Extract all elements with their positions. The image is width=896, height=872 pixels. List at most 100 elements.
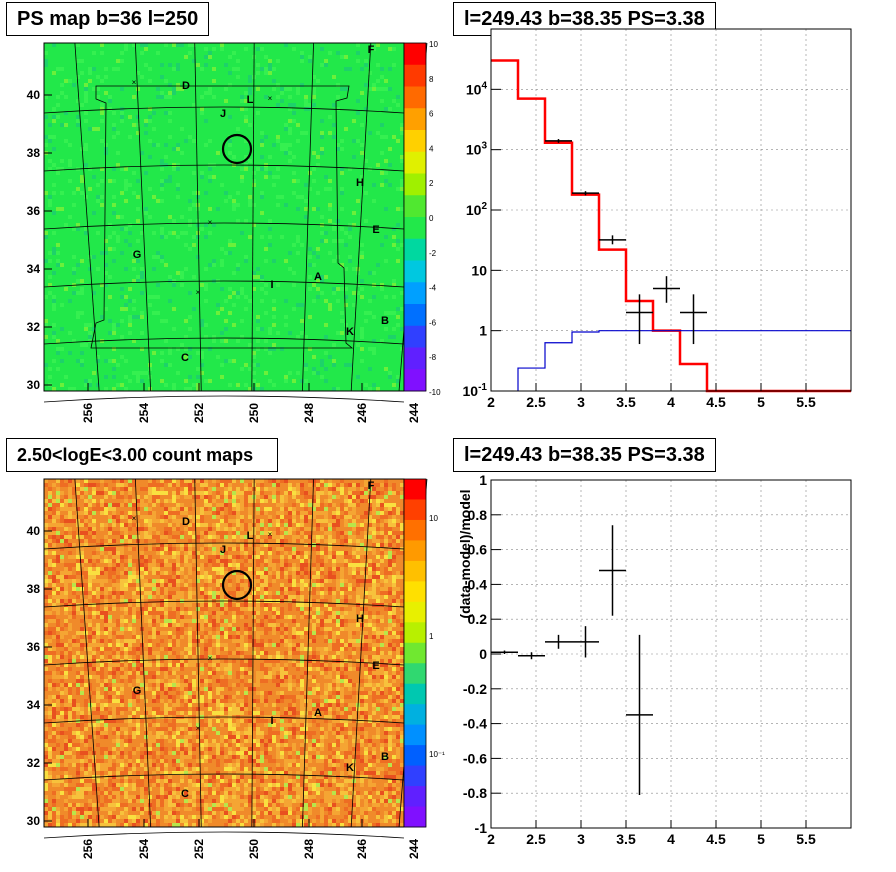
map-pixel [276,91,280,95]
map-pixel [300,87,304,91]
map-pixel [392,135,396,139]
map-pixel [52,143,56,147]
map-pixel [220,155,224,159]
map-pixel [44,127,48,131]
map-pixel [332,87,336,91]
map-pixel [328,139,332,143]
map-pixel [368,47,372,51]
map-pixel [180,51,184,55]
map-pixel [296,135,300,139]
map-pixel [96,163,100,167]
map-pixel [176,139,180,143]
map-pixel [348,155,352,159]
map-pixel [84,207,88,211]
map-pixel [244,123,248,127]
map-pixel [288,223,292,227]
map-pixel [348,51,352,55]
map-pixel [400,55,404,59]
map-pixel [268,135,272,139]
map-pixel [172,47,176,51]
map-pixel [172,255,176,259]
map-pixel [48,167,52,171]
map-pixel [236,55,240,59]
map-pixel [172,95,176,99]
map-pixel [84,151,88,155]
map-pixel [344,79,348,83]
map-pixel [144,187,148,191]
map-pixel [176,143,180,147]
map-pixel [336,147,340,151]
map-pixel [284,111,288,115]
map-pixel [168,99,172,103]
map-pixel [112,183,116,187]
map-pixel [336,43,340,47]
map-pixel [124,103,128,107]
map-pixel [148,83,152,87]
map-pixel [104,235,108,239]
map-pixel [144,47,148,51]
map-pixel [320,215,324,219]
map-pixel [172,115,176,119]
map-pixel [156,175,160,179]
map-pixel [144,83,148,87]
map-pixel [344,127,348,131]
map-pixel [176,171,180,175]
map-pixel [128,55,132,59]
map-pixel [96,43,100,47]
map-pixel [144,75,148,79]
map-pixel [144,219,148,223]
map-pixel [352,111,356,115]
map-pixel [368,175,372,179]
map-pixel [276,199,280,203]
map-pixel [176,219,180,223]
map-pixel [96,143,100,147]
map-pixel [296,87,300,91]
map-pixel [324,63,328,67]
map-pixel [376,195,380,199]
map-pixel [236,111,240,115]
map-pixel [264,63,268,67]
map-pixel [160,111,164,115]
map-pixel [268,99,272,103]
map-pixel [64,223,68,227]
map-pixel [176,199,180,203]
map-pixel [240,243,244,247]
map-pixel [172,211,176,215]
map-pixel [392,147,396,151]
map-pixel [108,111,112,115]
map-pixel [236,135,240,139]
map-pixel [268,255,272,259]
map-pixel [48,187,52,191]
map-pixel [364,207,368,211]
map-pixel [340,59,344,63]
map-pixel [180,191,184,195]
map-pixel [324,163,328,167]
map-pixel [308,87,312,91]
map-pixel [56,167,60,171]
map-pixel [164,207,168,211]
map-pixel [188,127,192,131]
map-pixel [136,59,140,63]
map-pixel [44,75,48,79]
map-pixel [96,167,100,171]
map-pixel [236,123,240,127]
map-pixel [276,143,280,147]
map-pixel [208,103,212,107]
map-pixel [320,187,324,191]
map-pixel [108,259,112,263]
map-pixel [144,71,148,75]
map-pixel [380,235,384,239]
map-pixel [348,143,352,147]
map-pixel [176,207,180,211]
map-pixel [308,259,312,263]
map-pixel [232,219,236,223]
map-pixel [376,91,380,95]
map-pixel [252,203,256,207]
map-pixel [280,199,284,203]
map-pixel [160,155,164,159]
map-pixel [380,175,384,179]
map-pixel [208,79,212,83]
map-pixel [316,79,320,83]
map-pixel [244,87,248,91]
map-pixel [60,219,64,223]
